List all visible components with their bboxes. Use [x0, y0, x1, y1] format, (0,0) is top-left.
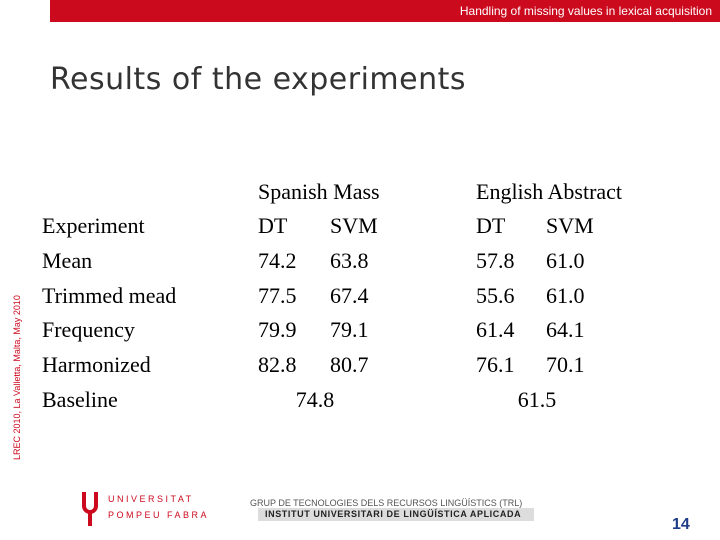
cell: 82.8 [258, 351, 297, 377]
logo-text: UNIVERSITAT [108, 494, 194, 504]
group-header: Spanish Mass [258, 179, 380, 204]
cell: 79.9 [258, 317, 297, 342]
cell: 77.5 [258, 282, 297, 308]
column-header: SVM [330, 213, 378, 238]
logo-text: POMPEU FABRA [108, 510, 210, 520]
slide-title: Results of the experiments [50, 62, 467, 97]
cell: 79.1 [330, 317, 369, 342]
cell: 61.4 [476, 317, 515, 342]
logo-mark [82, 492, 98, 526]
row-label: Frequency [42, 317, 135, 342]
cell: 74.2 [258, 248, 297, 273]
cell: 74.8 [295, 387, 335, 412]
column-header: SVM [546, 213, 594, 238]
cell: 64.1 [546, 317, 585, 342]
group-header: English Abstract [476, 179, 623, 204]
column-header: Experiment [42, 213, 145, 238]
cell: 55.6 [476, 282, 515, 308]
row-label: Harmonized [42, 351, 151, 377]
cell: 76.1 [476, 351, 515, 377]
row-label: Baseline [42, 387, 118, 412]
cell: 67.4 [330, 282, 369, 308]
row-label: Trimmed mead [42, 282, 177, 308]
running-title: Handling of missing values in lexical ac… [459, 4, 712, 18]
cell: 57.8 [476, 248, 515, 273]
cell: 61.0 [546, 248, 585, 273]
column-header: DT [258, 213, 288, 238]
column-header: DT [476, 213, 506, 238]
group-name: GRUP DE TECNOLOGIES DELS RECURSOS LINGÜÍ… [250, 498, 523, 508]
institute-box [258, 508, 534, 521]
institute-name: INSTITUT UNIVERSITARI DE LINGÜÍSTICA APL… [265, 509, 522, 519]
cell: 70.1 [546, 351, 585, 377]
header-bar [50, 0, 720, 22]
row-label: Mean [42, 248, 93, 273]
side-note: LREC 2010, La Valletta, Malta, May 2010 [12, 295, 22, 460]
cell: 61.5 [517, 387, 557, 412]
page-number: 14 [672, 516, 690, 533]
cell: 63.8 [330, 248, 369, 273]
cell: 80.7 [330, 351, 369, 377]
cell: 61.0 [546, 282, 585, 308]
